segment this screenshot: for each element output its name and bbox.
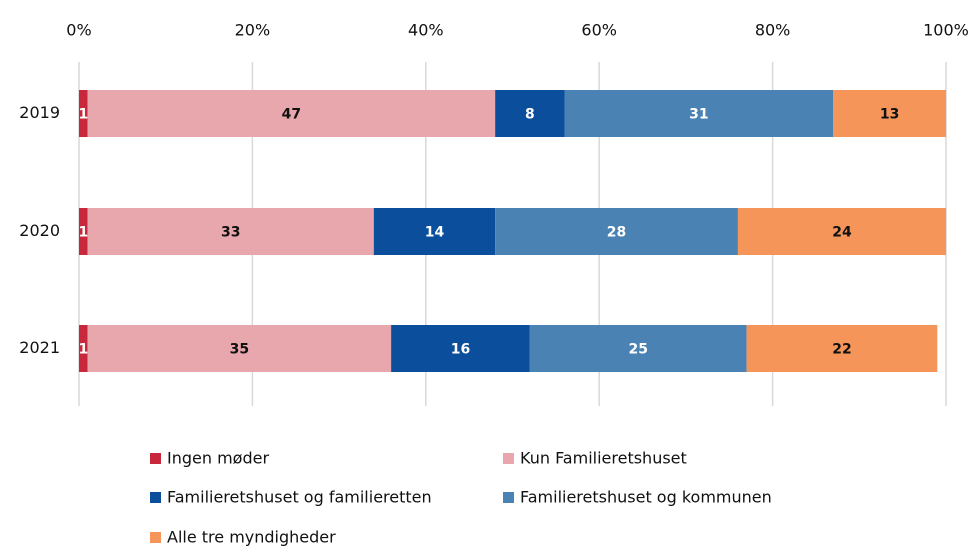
legend-label: Familieretshuset og familieretten [167, 488, 432, 507]
y-tick-label: 2020 [19, 221, 60, 240]
data-label: 16 [451, 342, 470, 358]
data-label: 31 [689, 107, 708, 123]
bar-segment [737, 208, 946, 255]
bar-segment [79, 208, 88, 255]
legend-swatch [503, 453, 514, 464]
x-tick-label: 40% [408, 21, 444, 40]
legend-swatch [150, 532, 161, 543]
y-tick-label: 2019 [19, 103, 60, 122]
data-label: 47 [282, 107, 301, 123]
bar-segment [87, 90, 496, 137]
x-tick-label: 20% [235, 21, 271, 40]
data-label: 28 [607, 225, 626, 241]
bar-segment [833, 90, 946, 137]
legend-label: Ingen møder [167, 449, 269, 468]
data-label: 1 [78, 225, 88, 241]
data-label: 22 [832, 342, 851, 358]
bar-segment [529, 325, 747, 372]
legend-label: Alle tre myndigheder [167, 528, 336, 547]
legend-swatch [503, 492, 514, 503]
bar-segment [79, 90, 88, 137]
x-tick-label: 80% [755, 21, 791, 40]
bar-segment [87, 325, 392, 372]
x-tick-label: 0% [66, 21, 91, 40]
x-tick-label: 100% [923, 21, 969, 40]
legend-label: Kun Familieretshuset [520, 449, 687, 468]
data-label: 25 [628, 342, 647, 358]
bar-segment [564, 90, 834, 137]
bar-segment [87, 208, 374, 255]
data-label: 33 [221, 225, 240, 241]
bar-segment [391, 325, 530, 372]
y-tick-label: 2021 [19, 338, 60, 357]
data-label: 14 [425, 225, 445, 241]
x-tick-label: 60% [581, 21, 617, 40]
data-label: 24 [832, 225, 852, 241]
bar-segment [495, 208, 738, 255]
legend-swatch [150, 492, 161, 503]
legend-label: Familieretshuset og kommunen [520, 488, 772, 507]
data-label: 1 [78, 342, 88, 358]
data-label: 1 [78, 107, 88, 123]
data-label: 8 [525, 107, 535, 123]
legend-swatch [150, 453, 161, 464]
bar-segment [373, 208, 496, 255]
data-label: 13 [880, 107, 899, 123]
bar-segment [495, 90, 565, 137]
data-label: 35 [230, 342, 249, 358]
bar-segment [79, 325, 88, 372]
bar-segment [746, 325, 938, 372]
